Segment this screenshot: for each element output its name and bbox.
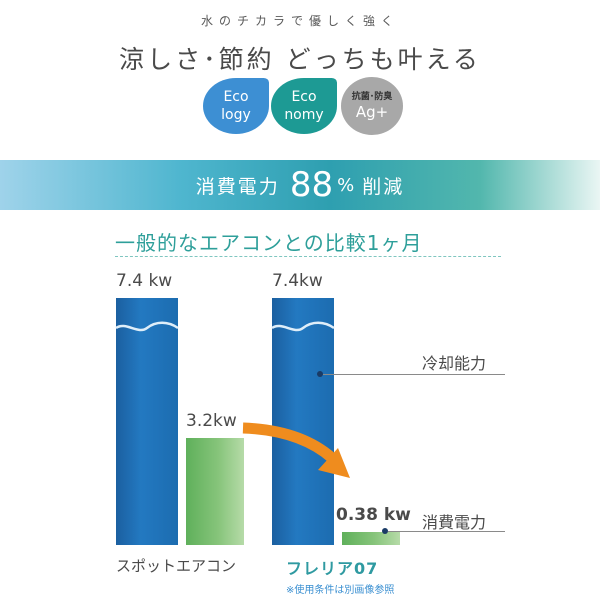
category-spot-aircon: スポットエアコン — [116, 557, 237, 575]
ecology-badge-line2: logy — [221, 107, 251, 123]
antibacterial-badge-line1: 抗菌･防臭 — [351, 92, 393, 102]
cooling-callout-line — [323, 374, 505, 375]
category-frelia07: フレリア07 — [286, 559, 379, 578]
economy-badge-line2: nomy — [284, 107, 324, 123]
banner-unit: % — [337, 174, 355, 196]
headline: 涼しさ･節約 どっちも叶える — [119, 45, 481, 74]
banner-value: 88 — [289, 165, 334, 205]
power-callout-dot — [382, 528, 388, 534]
label-power-spot: 3.2kw — [186, 411, 237, 432]
legend-power: 消費電力 — [422, 513, 487, 532]
bar-cooling-frelia — [272, 298, 334, 545]
label-cooling-frelia: 7.4kw — [272, 271, 323, 291]
antibacterial-badge: 抗菌･防臭 Ag+ — [341, 77, 403, 135]
bar-cooling-spot — [116, 298, 178, 545]
antibacterial-badge-line2: Ag+ — [355, 103, 389, 121]
label-power-frelia: 0.38 kw — [336, 505, 411, 526]
banner-label: 消費電力 — [195, 175, 280, 198]
bar-power-spot — [186, 438, 244, 545]
economy-badge-line1: Eco — [291, 89, 317, 105]
bar-power-frelia — [342, 532, 400, 545]
banner-suffix: 削減 — [362, 175, 405, 198]
cooling-callout-dot — [317, 371, 323, 377]
kicker-text: 水のチカラで優しく強く — [200, 14, 399, 28]
footnote: ※使用条件は別画像参照 — [286, 585, 395, 596]
label-cooling-spot: 7.4 kw — [116, 271, 173, 291]
legend-cooling: 冷却能力 — [422, 354, 487, 373]
ecology-badge-line1: Eco — [223, 89, 249, 105]
power-callout-line — [388, 531, 505, 532]
title-divider — [115, 256, 501, 257]
economy-badge: Eco nomy — [271, 78, 337, 134]
ecology-badge: Eco logy — [203, 78, 269, 134]
comparison-title: 一般的なエアコンとの比較1ヶ月 — [115, 231, 423, 255]
power-reduction-banner: 消費電力 88 % 削減 — [0, 160, 600, 210]
